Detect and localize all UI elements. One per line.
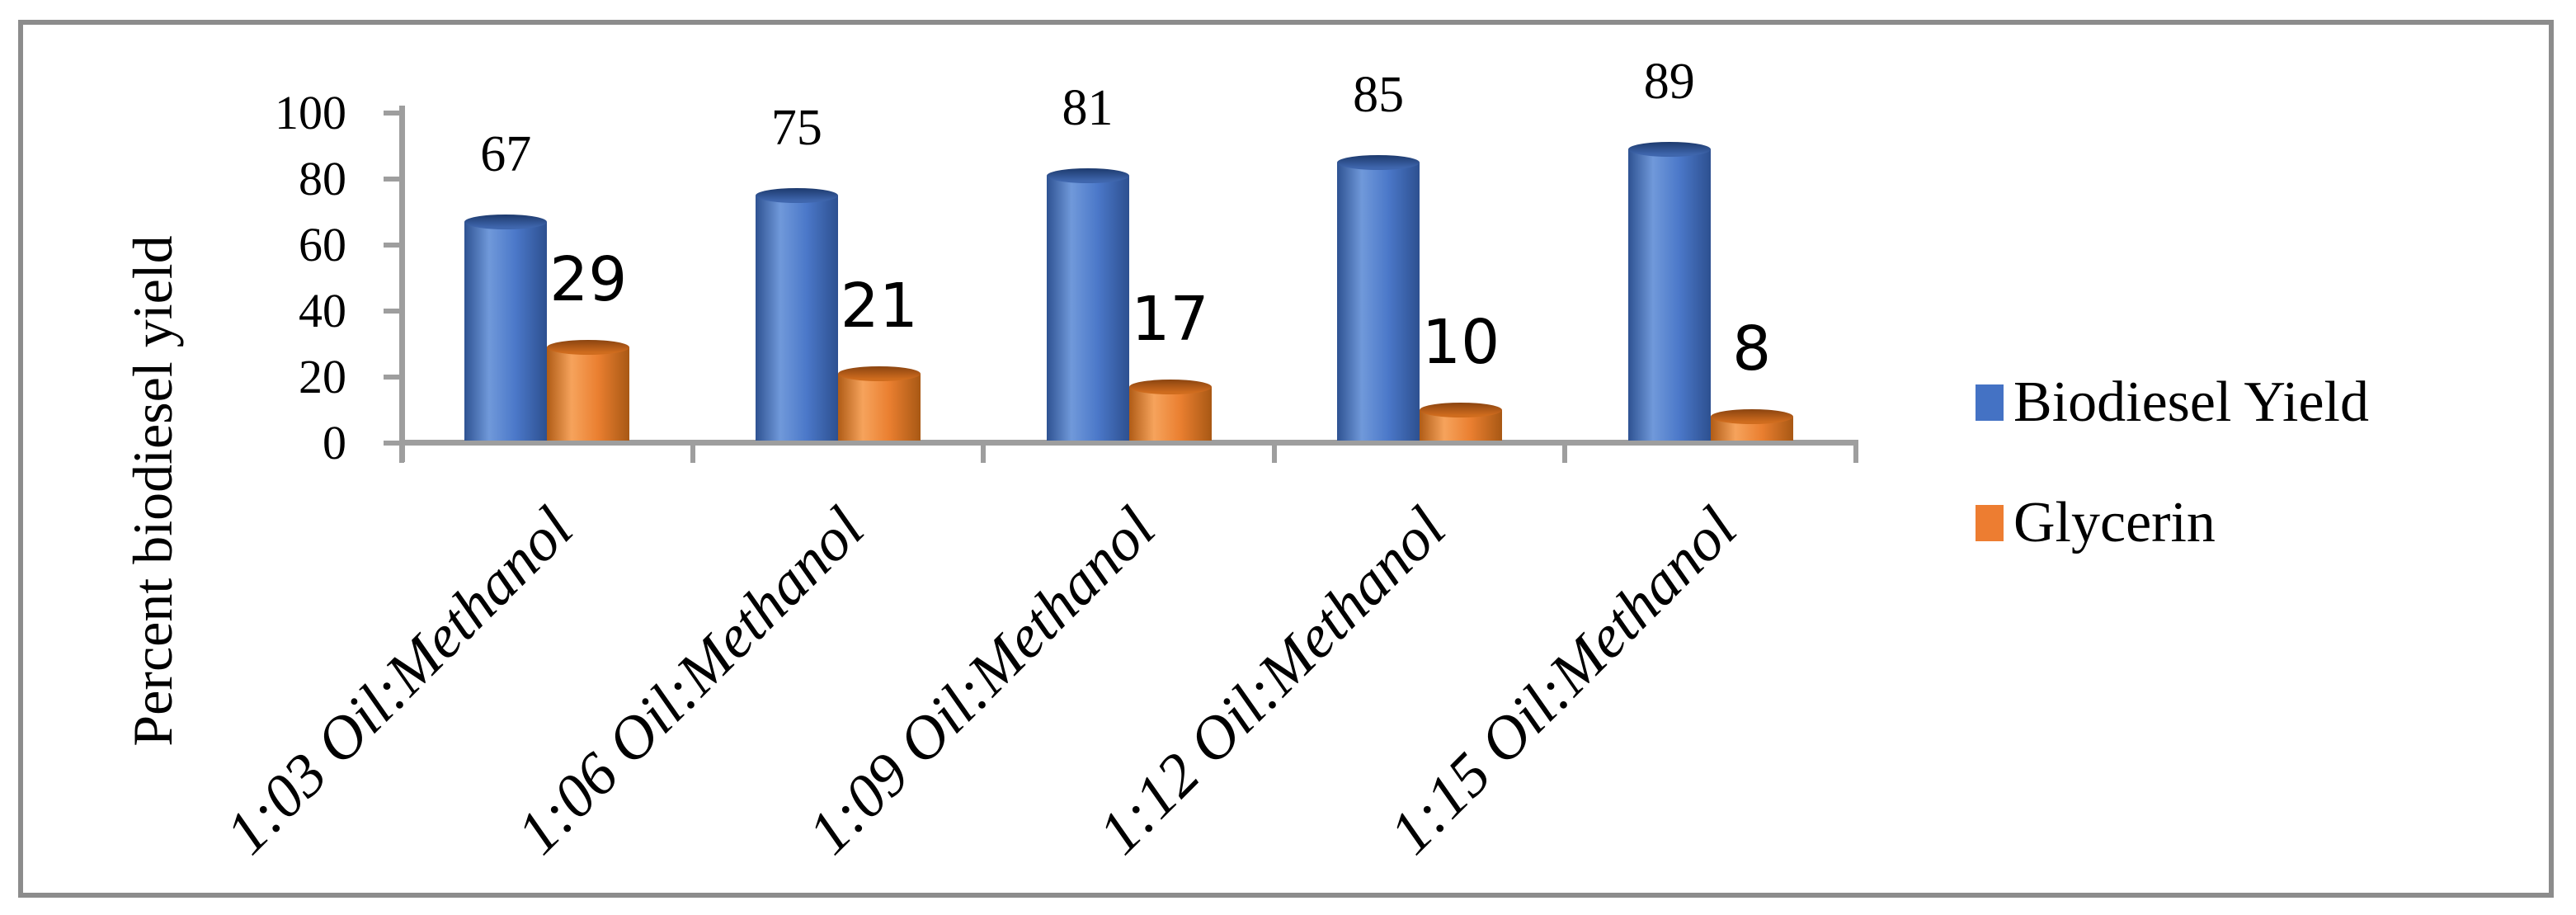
y-tick-label: 80 [299, 152, 346, 205]
legend-item-glycerin: Glycerin [1976, 490, 2216, 556]
value-label: 10 [1422, 307, 1500, 378]
value-label: 75 [770, 100, 822, 156]
x-axis-tick [399, 443, 404, 463]
value-label: 17 [1131, 284, 1209, 355]
bar-biodiesel-yield [1046, 168, 1129, 441]
y-tick [384, 111, 405, 116]
value-label: 85 [1353, 67, 1405, 123]
y-tick [384, 177, 405, 182]
legend-label: Biodiesel Yield [2013, 370, 2369, 434]
y-tick-label: 20 [299, 350, 346, 403]
value-label: 21 [840, 271, 918, 342]
y-tick [384, 243, 405, 248]
y-tick [384, 309, 405, 314]
value-label: 67 [480, 126, 532, 182]
x-axis-tick [1562, 443, 1568, 463]
bar-biodiesel-yield [1337, 155, 1420, 441]
y-tick [384, 375, 405, 380]
bar-biodiesel-yield [464, 215, 548, 441]
x-axis-tick [1271, 443, 1277, 463]
value-label: 81 [1062, 80, 1114, 136]
bar-biodiesel-yield [1627, 142, 1711, 441]
y-axis-line [399, 106, 405, 462]
legend-marker-biodiesel-yield [1976, 384, 2004, 421]
value-label: 89 [1643, 54, 1695, 110]
x-axis-tick [1853, 443, 1858, 463]
bar-glycerin [1710, 409, 1793, 441]
bar-glycerin [1420, 403, 1503, 441]
bar-glycerin [547, 340, 630, 441]
x-axis-line [399, 440, 1858, 446]
x-axis-tick [981, 443, 987, 463]
y-tick [384, 441, 405, 446]
legend-marker-glycerin [1976, 505, 2004, 541]
legend-item-biodiesel-yield: Biodiesel Yield [1976, 370, 2369, 436]
chart-border [18, 20, 2554, 898]
y-tick-label: 60 [299, 218, 346, 271]
legend-label: Glycerin [2013, 491, 2216, 554]
y-tick-label: 100 [275, 86, 346, 139]
bar-glycerin [1128, 380, 1212, 441]
value-label: 8 [1732, 314, 1772, 384]
bar-biodiesel-yield [755, 188, 838, 441]
x-axis-tick [690, 443, 695, 463]
y-tick-label: 0 [323, 416, 346, 469]
bar-glycerin [837, 366, 921, 441]
value-label: 29 [549, 244, 628, 315]
y-tick-label: 40 [299, 284, 346, 337]
